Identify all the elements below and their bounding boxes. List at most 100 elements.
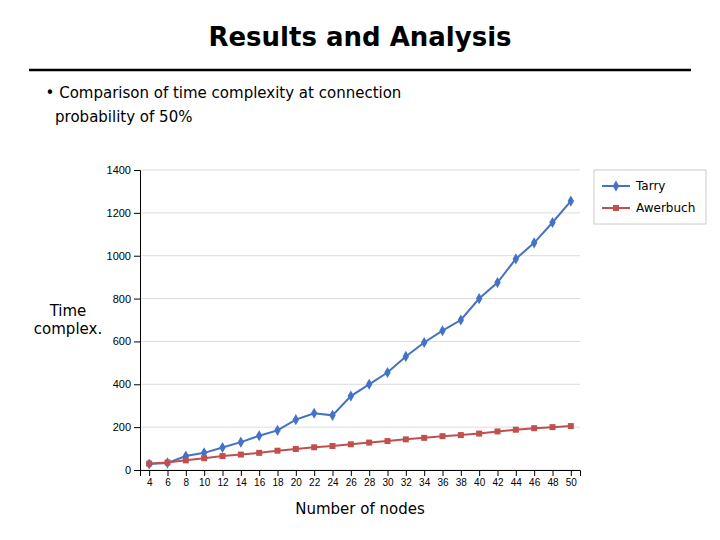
legend-box: [594, 170, 706, 224]
tick-mark: [571, 470, 572, 476]
series-marker: [330, 443, 336, 449]
series-marker: [531, 425, 537, 431]
x-tick: 38: [456, 470, 468, 488]
series-marker: [440, 433, 446, 439]
tick-mark: [278, 470, 279, 476]
x-tick: 28: [364, 470, 376, 488]
series-marker: [385, 438, 391, 444]
tick-mark: [134, 299, 140, 300]
x-tick: 22: [309, 470, 321, 488]
series-marker: [421, 435, 427, 441]
tick-label: 1200: [107, 207, 131, 219]
series-marker: [329, 410, 335, 421]
y-tick: 1200: [107, 207, 140, 219]
tick-label: 1400: [107, 164, 131, 176]
series-marker: [311, 444, 317, 450]
tick-label: 24: [327, 477, 339, 488]
tick-label: 26: [346, 477, 358, 488]
title-rule: [29, 69, 691, 72]
tick-mark: [134, 213, 140, 214]
tick-label: 32: [401, 477, 413, 488]
axis-line: [134, 171, 141, 471]
grid-line: [140, 212, 580, 213]
tick-mark: [186, 470, 187, 476]
chart: Results and Analysis • Comparison of tim…: [0, 0, 720, 540]
tick-label: 400: [113, 378, 131, 390]
axis-line: [141, 471, 581, 477]
series-marker: [366, 440, 372, 446]
tick-mark: [461, 470, 462, 476]
series-marker: [293, 414, 299, 425]
tick-mark: [388, 470, 389, 476]
series-marker: [238, 452, 244, 458]
tick-label: 40: [474, 477, 486, 488]
series-marker: [293, 446, 299, 452]
grid-line: [140, 341, 580, 342]
tick-mark: [134, 170, 140, 171]
grid: [140, 170, 580, 470]
y-axis-title: Timecomplex.: [34, 302, 102, 338]
y-axis-title-line: complex.: [34, 320, 102, 338]
series-marker: [164, 457, 170, 468]
x-tick: 46: [529, 470, 541, 488]
series-marker: [421, 337, 427, 348]
tick-label: 38: [456, 477, 468, 488]
tick-label: 16: [254, 477, 266, 488]
tick-mark: [553, 470, 554, 476]
series-marker: [439, 325, 445, 336]
subtitle: • Comparison of time complexity at conne…: [36, 84, 401, 102]
tick-label: 6: [165, 477, 171, 488]
tick-mark: [369, 470, 370, 476]
tick-label: 22: [309, 477, 321, 488]
tick-label: 12: [217, 477, 229, 488]
tick-mark: [333, 470, 334, 476]
series-marker: [256, 450, 262, 456]
series-marker: [476, 431, 482, 437]
tick-label: 48: [547, 477, 559, 488]
tick-label: 34: [419, 477, 431, 488]
legend-item: Awerbuch: [602, 201, 695, 215]
x-tick: 42: [492, 470, 504, 488]
x-tick: 18: [272, 470, 284, 488]
y-tick: 0: [125, 464, 140, 476]
y-tick: 400: [113, 378, 140, 390]
tick-mark: [314, 470, 315, 476]
tick-label: 36: [437, 477, 449, 488]
x-tick: 6: [165, 470, 171, 488]
x-tick: 20: [291, 470, 303, 488]
series-marker: [348, 390, 354, 401]
tick-mark: [134, 384, 140, 385]
tick-mark: [149, 470, 150, 476]
series-marker: [165, 460, 171, 466]
series-marker: [146, 461, 152, 467]
series-marker: [220, 453, 226, 459]
series-marker: [311, 408, 317, 419]
legend-item: Tarry: [602, 179, 665, 193]
series-marker: [568, 423, 574, 429]
tick-mark: [241, 470, 242, 476]
legend-swatch-marker: [613, 180, 619, 191]
y-tick: 1000: [107, 250, 140, 262]
series-marker: [366, 379, 372, 390]
series-marker: [476, 293, 482, 304]
x-tick: 44: [511, 470, 523, 488]
tick-mark: [204, 470, 205, 476]
series-marker: [275, 448, 281, 454]
tick-mark: [134, 470, 140, 471]
y-tick: 800: [113, 293, 140, 305]
tick-mark: [168, 470, 169, 476]
x-tick: 26: [346, 470, 358, 488]
series-marker: [256, 430, 262, 441]
tick-label: 46: [529, 477, 541, 488]
tick-label: 10: [199, 477, 211, 488]
tick-label: 0: [125, 464, 131, 476]
series-marker: [201, 455, 207, 461]
grid-line: [140, 170, 580, 171]
tick-label: 200: [113, 421, 131, 433]
y-tick: 1400: [107, 164, 140, 176]
tick-mark: [479, 470, 480, 476]
series-marker: [146, 458, 152, 469]
tick-label: 50: [566, 477, 578, 488]
tick-label: 44: [511, 477, 523, 488]
series-marker: [568, 195, 574, 206]
